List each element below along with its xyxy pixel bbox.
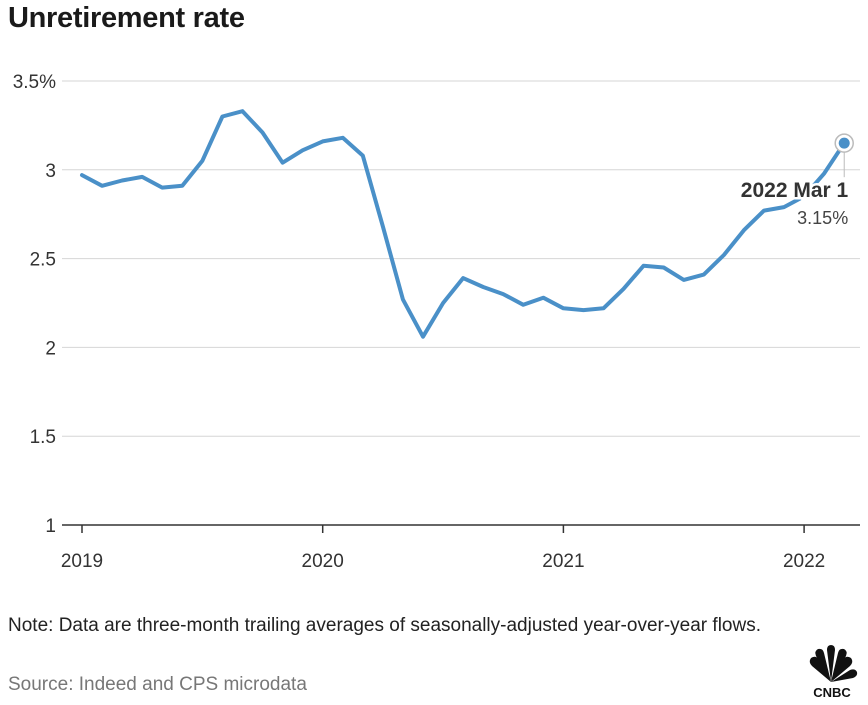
- y-tick-label: 3.5%: [13, 72, 56, 93]
- cnbc-peacock-icon: CNBC: [809, 645, 858, 700]
- annotation-label: 2022 Mar 1: [741, 179, 849, 202]
- series-line: [80, 109, 847, 339]
- annotation-point: [838, 137, 850, 149]
- x-tick-label: 2019: [61, 551, 103, 572]
- chart-title: Unretirement rate: [8, 2, 245, 34]
- y-axis: 1 1.5 2 2.5 3 3.5%: [13, 72, 56, 537]
- chart-note: Note: Data are three-month trailing aver…: [8, 615, 761, 636]
- series-layer: [80, 109, 847, 339]
- line-chart: 1 1.5 2 2.5 3 3.5% 2019 2020 2021 2022 2022 Mar …: [13, 72, 860, 572]
- y-tick-label: 1.5: [30, 427, 56, 448]
- annotation-value: 3.15%: [797, 208, 848, 228]
- x-tick-label: 2022: [783, 551, 825, 572]
- y-tick-label: 1: [45, 516, 56, 537]
- x-tick-label: 2021: [542, 551, 584, 572]
- y-tick-label: 3: [45, 161, 56, 182]
- y-tick-label: 2: [45, 338, 56, 359]
- chart-source: Source: Indeed and CPS microdata: [8, 674, 307, 695]
- annotation: 2022 Mar 1 3.15%: [738, 133, 854, 231]
- gridlines: [62, 80, 860, 526]
- cnbc-logo-text: CNBC: [813, 685, 851, 700]
- y-tick-label: 2.5: [30, 250, 56, 271]
- x-axis: 2019 2020 2021 2022: [61, 525, 825, 572]
- cnbc-logo: CNBC: [802, 644, 862, 700]
- x-tick-label: 2020: [302, 551, 344, 572]
